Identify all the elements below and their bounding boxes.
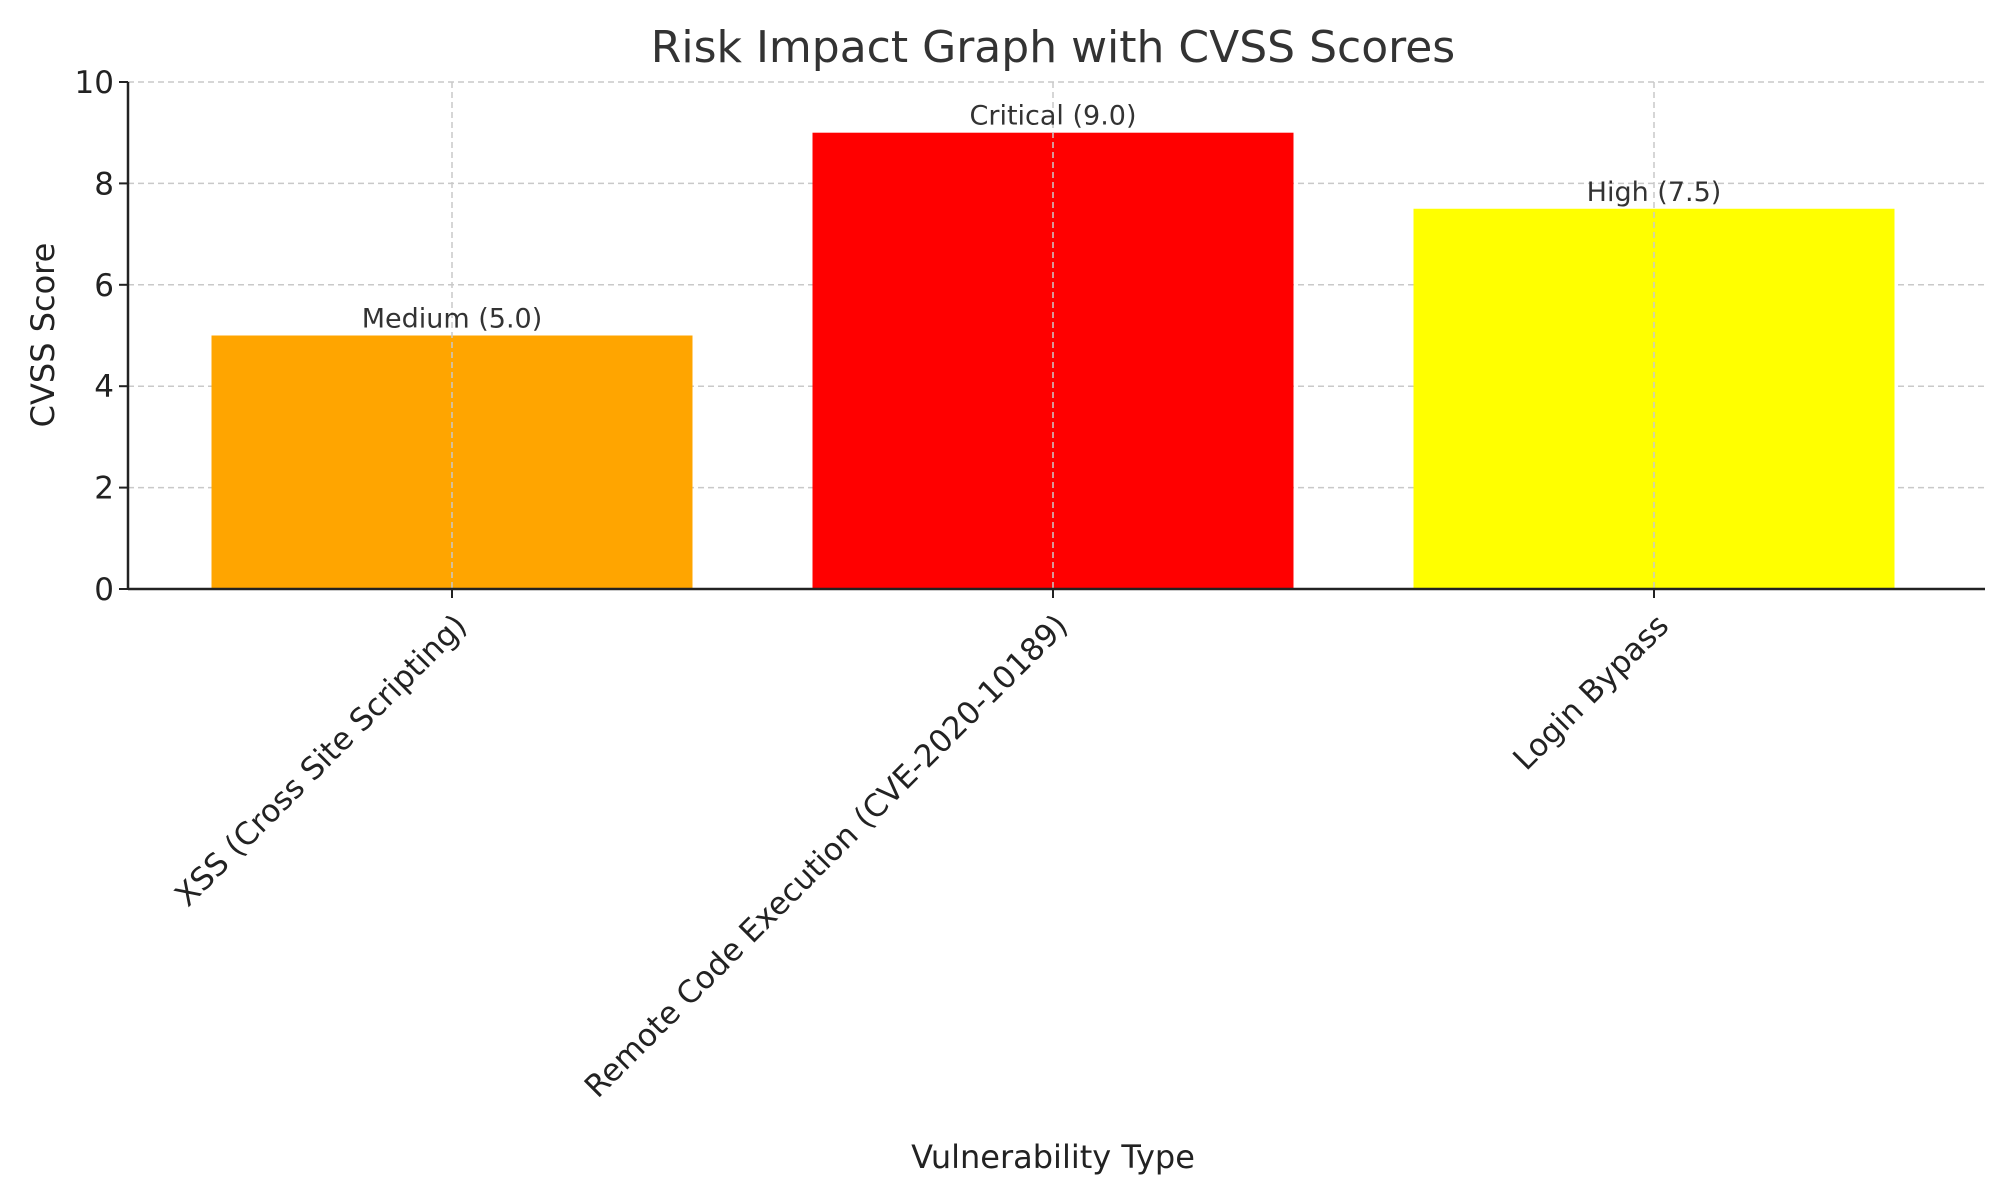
x-grid-lines	[451, 82, 1655, 589]
chart-title: Risk Impact Graph with CVSS Scores	[651, 22, 1455, 73]
bar-data-label-0: Medium (5.0)	[362, 304, 543, 335]
bar-data-label-1: Critical (9.0)	[969, 101, 1136, 132]
x-tick-label-2: Login Bypass	[1506, 608, 1676, 778]
data-labels: Medium (5.0) Critical (9.0) High (7.5)	[362, 101, 1722, 335]
x-tick-label-0: XSS (Cross Site Scripting)	[168, 608, 474, 914]
y-tick-label-0: 0	[94, 572, 114, 608]
y-axis-label: CVSS Score	[24, 243, 62, 428]
bar-1	[812, 132, 1294, 589]
y-tick-label-4: 8	[94, 166, 114, 202]
y-tick-label-2: 4	[94, 369, 114, 405]
y-tick-labels: 0 2 4 6 8 10	[75, 65, 114, 608]
axes	[119, 81, 1985, 598]
x-tick-label-1: Remote Code Execution (CVE-2020-10189)	[578, 608, 1075, 1105]
y-tick-label-1: 2	[94, 471, 114, 507]
x-axis-label: Vulnerability Type	[911, 1138, 1195, 1176]
y-tick-label-3: 6	[94, 268, 114, 304]
x-tick-labels: XSS (Cross Site Scripting) Remote Code Ex…	[168, 608, 1676, 1105]
bar-data-label-2: High (7.5)	[1587, 177, 1722, 208]
y-tick-label-5: 10	[75, 65, 114, 101]
